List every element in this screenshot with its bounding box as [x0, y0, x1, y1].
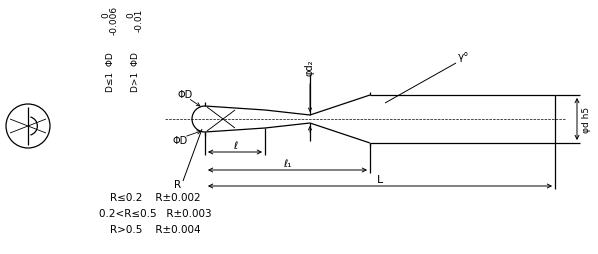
Text: φd₂: φd₂	[305, 59, 315, 76]
Text: 0: 0	[126, 12, 135, 18]
Text: γ°: γ°	[458, 52, 469, 62]
Text: 0: 0	[101, 12, 110, 18]
Text: ℓ: ℓ	[233, 140, 237, 150]
Text: L: L	[377, 174, 383, 184]
Text: R>0.5    R±0.004: R>0.5 R±0.004	[109, 224, 200, 234]
Text: D>1  ΦD: D>1 ΦD	[130, 52, 139, 92]
Text: ℓ₁: ℓ₁	[283, 158, 292, 168]
Text: -0.01: -0.01	[135, 8, 144, 31]
Text: D≤1  ΦD: D≤1 ΦD	[105, 52, 114, 91]
Text: -0.006: -0.006	[110, 5, 119, 35]
Text: ΦD: ΦD	[178, 90, 193, 100]
Text: ΦD: ΦD	[172, 135, 188, 146]
Text: φd h5: φd h5	[582, 106, 591, 133]
Text: R≤0.2    R±0.002: R≤0.2 R±0.002	[109, 192, 200, 202]
Text: R: R	[175, 179, 182, 189]
Text: 0.2<R≤0.5   R±0.003: 0.2<R≤0.5 R±0.003	[99, 208, 211, 218]
